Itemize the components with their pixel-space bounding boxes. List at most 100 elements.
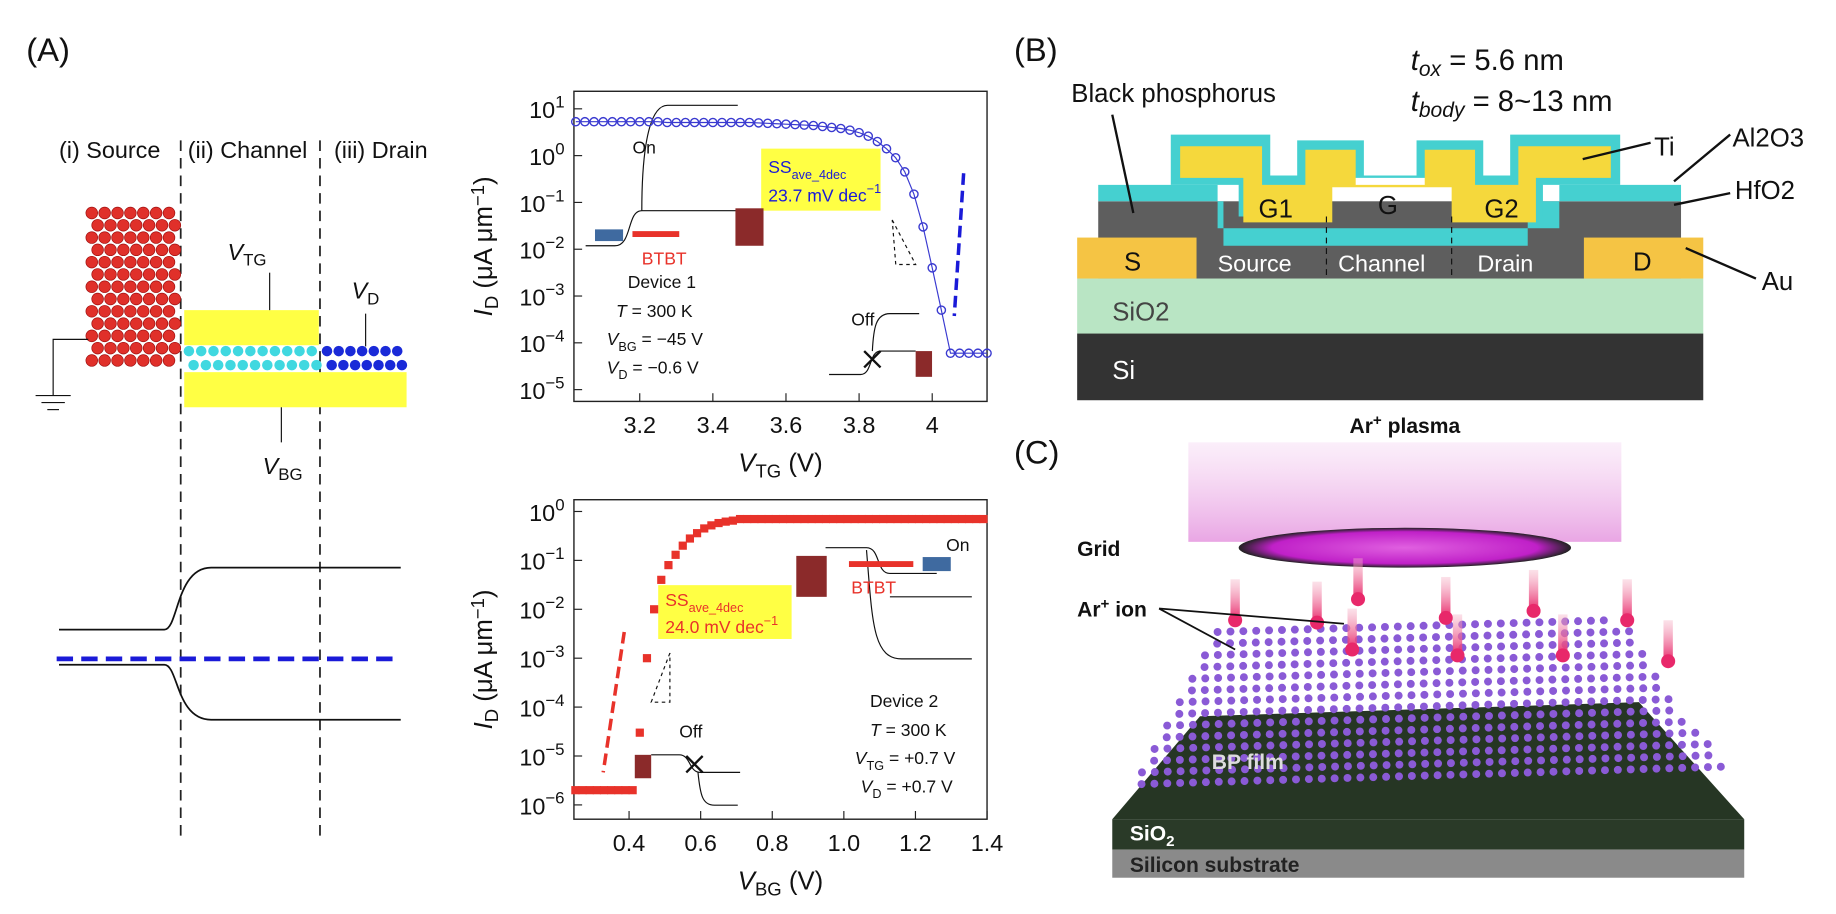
bp-atom [1522,653,1531,662]
atom [149,305,163,318]
ion-trail [1230,579,1240,621]
bp-atom [1395,772,1403,781]
bp-atom [1406,633,1415,642]
bp-atom [1304,706,1313,714]
bp-atom [1575,755,1584,764]
bp-atom [1200,663,1209,672]
data-point [621,786,630,795]
atom [124,329,137,343]
data-point [814,514,823,524]
bp-atom [1317,774,1326,783]
bp-atom [1369,761,1378,770]
tick-exponent: 1 [555,93,564,112]
bp-atom [1316,647,1325,656]
plasma [1188,442,1622,542]
bp-atom [1201,755,1210,764]
bp-atom [1434,759,1443,768]
atom [168,219,182,232]
data-point [857,514,866,524]
bp-atom [1368,727,1377,736]
atom [98,329,111,343]
text-part: ave_4dec [689,601,744,615]
data-point [957,514,967,524]
bp-atom [1290,683,1299,692]
bp-atom [1445,724,1454,733]
bp-atom [1317,670,1326,679]
bp-atom [1342,704,1351,713]
bp-atom [1497,665,1506,674]
bp-atom [1367,635,1376,644]
bp-atom [1342,658,1351,667]
bp-atom [1432,702,1441,711]
bp-atom [1574,697,1583,706]
bp-atom [1291,717,1300,726]
bp-atom [1446,713,1455,722]
atom [111,255,124,269]
bp-atom [1446,736,1455,745]
bp-atom [1329,636,1337,645]
text-part: (V) [782,867,823,895]
atom [104,268,117,281]
atom [104,292,117,306]
bp-atom [1367,658,1376,667]
bp-atom [1678,729,1687,738]
pointer [1158,607,1236,651]
bp-atom [1316,682,1325,691]
bp-atom [1240,696,1249,705]
bp-atom [1187,686,1196,695]
plot-frame [573,499,988,820]
bp-atom [1342,727,1351,736]
bp-atom [1613,708,1622,717]
bp-atom [1639,742,1648,750]
atom [338,359,349,371]
data-point [750,514,759,524]
tick-base: 10 [519,331,545,357]
atom [137,255,150,269]
bp-atom [1252,707,1261,716]
bp-atom [1214,754,1223,763]
atom [124,280,137,293]
atom [117,268,130,281]
bp-atom [1497,746,1506,755]
atom [168,268,182,281]
atom [380,345,391,357]
bp-atom [1497,642,1506,651]
text-part: BG [278,465,302,484]
bp-atom [1239,627,1248,636]
text-part: D [618,368,627,382]
bp-atom [1343,762,1352,771]
tick-exponent: −3 [545,280,564,299]
atom [117,219,130,232]
bp-atom [1586,616,1595,625]
text-part: V [861,776,875,796]
atom [162,255,176,269]
inset-block [735,208,764,246]
atom [208,345,219,357]
bp-atom [1291,671,1300,680]
bp-atom [1188,755,1197,764]
atom [294,345,305,357]
data-point [836,123,846,134]
x-axis-label: VTG (V) [738,450,822,482]
gate-label: G2 [1484,196,1518,224]
bp-atom [1393,622,1402,631]
bp-atom [1471,701,1480,709]
data-point [807,514,816,524]
tick-exponent: −2 [545,593,564,612]
pointer [1159,607,1345,625]
bp-atom [1651,695,1660,704]
bp-atom [1459,689,1467,698]
bp-atom [1343,773,1352,782]
data-point [829,514,838,524]
caption: BP film [1212,751,1284,774]
bp-atom [1536,733,1545,742]
data-point [843,514,852,524]
inset-cross [685,755,704,774]
bp-atom [1394,714,1403,723]
bp-atom [1265,730,1274,739]
bp-atom [1599,674,1608,683]
terminal-label: VD [352,277,380,308]
bp-atom [1163,756,1171,765]
text-part: SiO [1130,822,1166,845]
bp-atom [1355,669,1364,678]
